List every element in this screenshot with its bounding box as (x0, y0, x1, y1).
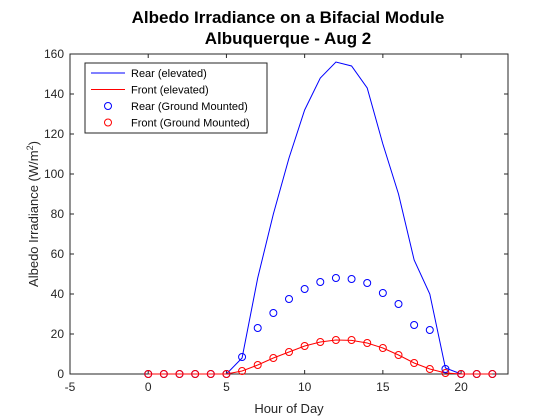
legend-label: Rear (Ground Mounted) (131, 101, 248, 113)
legend-marker-swatch (104, 102, 112, 110)
data-point (378, 289, 387, 297)
y-axis-label-superscript: 2 (25, 145, 35, 150)
x-axis-label: Hour of Day (254, 401, 324, 416)
data-point (363, 279, 372, 287)
data-point (441, 369, 450, 377)
data-point (425, 326, 434, 334)
data-point (441, 365, 450, 373)
x-tick-label: 0 (145, 380, 152, 394)
data-point (238, 367, 247, 375)
data-point (206, 370, 215, 378)
legend-box (84, 62, 268, 134)
legend-item: Front (elevated) (91, 85, 209, 97)
data-point (316, 278, 325, 286)
data-point (488, 370, 497, 378)
data-point (331, 274, 340, 282)
legend-label: Rear (elevated) (131, 68, 207, 80)
legend: Rear (elevated) Front (elevated) Rear (Gro… (84, 62, 268, 134)
series-markers-3 (144, 336, 497, 378)
x-tick-label: 10 (298, 380, 312, 394)
data-point (316, 338, 325, 346)
data-point (300, 342, 309, 350)
data-point (159, 370, 168, 378)
data-point (285, 295, 293, 303)
y-tick-label: 20 (51, 327, 65, 341)
legend-label: Front (Ground Mounted) (131, 118, 250, 130)
y-tick-label: 60 (51, 247, 65, 261)
y-tick-label: 160 (44, 47, 64, 61)
legend-label: Front (elevated) (131, 85, 209, 97)
data-point (472, 370, 481, 378)
data-point (394, 351, 403, 359)
data-point (285, 348, 293, 356)
data-point (144, 370, 153, 378)
data-point (410, 359, 419, 367)
data-point (394, 300, 403, 308)
legend-item: Front (Ground Mounted) (104, 118, 250, 130)
x-axis-ticks: -5 0 5 10 15 20 (65, 54, 468, 394)
data-point (410, 321, 419, 329)
series-line-1 (148, 339, 493, 375)
y-axis-label: Albedo Irradiance (W/m2) (25, 141, 41, 287)
data-point (222, 370, 231, 378)
legend-item: Rear (Ground Mounted) (104, 101, 248, 113)
y-tick-label: 80 (51, 207, 65, 221)
chart-subtitle: Albuquerque - Aug 2 (205, 29, 372, 48)
data-point (253, 361, 262, 369)
y-axis-label-main: Albedo Irradiance (W/m (26, 150, 41, 287)
data-point (253, 324, 262, 332)
data-point (191, 370, 200, 378)
x-tick-label: 20 (454, 380, 468, 394)
chart-title: Albedo Irradiance on a Bifacial Module (132, 8, 445, 27)
data-point (175, 370, 184, 378)
y-tick-label: 40 (51, 287, 65, 301)
data-point (425, 365, 434, 373)
y-tick-label: 140 (44, 87, 64, 101)
y-tick-label: 0 (57, 367, 64, 381)
data-point (378, 344, 387, 352)
y-tick-label: 100 (44, 167, 64, 181)
x-tick-label: -5 (65, 380, 76, 394)
data-point (363, 339, 372, 347)
x-tick-label: 15 (376, 380, 390, 394)
data-point (347, 336, 356, 344)
y-tick-label: 120 (44, 127, 64, 141)
legend-item: Rear (elevated) (91, 68, 207, 80)
data-point (269, 309, 278, 317)
data-point (457, 370, 466, 378)
x-tick-label: 5 (223, 380, 230, 394)
y-axis-label-close: ) (26, 141, 41, 145)
data-point (347, 275, 356, 283)
data-point (331, 336, 340, 344)
series-layer (144, 61, 497, 378)
data-point (269, 354, 278, 362)
y-axis-ticks: 0 20 40 60 80 100 120 140 160 (44, 47, 508, 381)
legend-marker-swatch (104, 118, 112, 127)
data-point (300, 285, 309, 293)
data-point (238, 353, 247, 361)
